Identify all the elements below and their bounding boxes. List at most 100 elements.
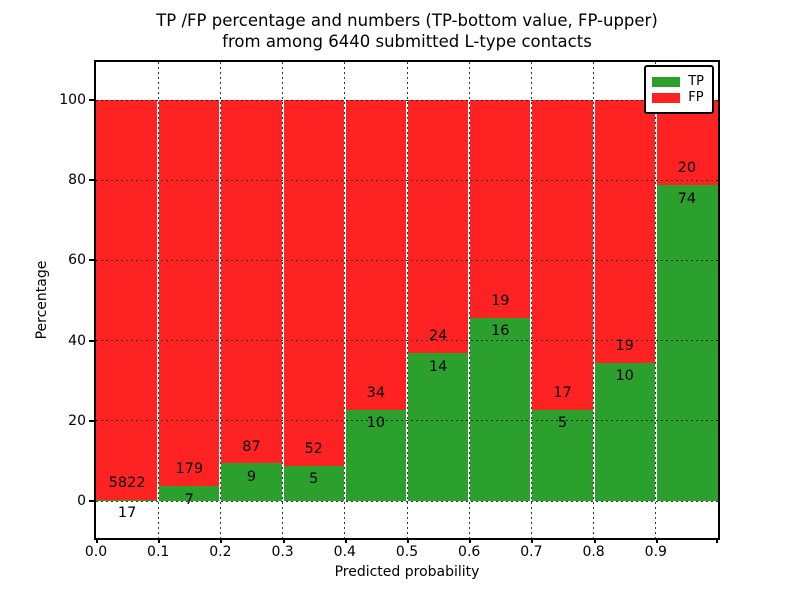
x-axis-tick	[407, 538, 409, 543]
x-axis-tick	[469, 538, 472, 543]
bar-fp-segment	[158, 100, 221, 486]
bar-fp-segment	[469, 100, 532, 318]
legend-item-fp: FP	[652, 91, 704, 104]
y-tick-label: 100	[59, 92, 86, 108]
y-tick-label: 80	[68, 172, 86, 189]
gridline-vertical	[530, 62, 532, 538]
gridline-vertical	[282, 62, 284, 538]
y-axis-tick	[89, 500, 94, 502]
y-tick-label: 0	[77, 493, 86, 509]
fp-count-label: 17	[553, 385, 572, 402]
tp-count-label: 5	[309, 471, 319, 488]
x-tick-label: 0.6	[458, 544, 481, 560]
tp-count-label: 14	[428, 358, 448, 375]
fp-count-label: 19	[615, 337, 634, 354]
tp-count-label: 10	[615, 368, 634, 385]
bar-fp-segment	[531, 100, 594, 410]
y-axis-tick	[89, 339, 94, 342]
x-tick-label: 0.2	[209, 544, 232, 560]
fp-count-label: 19	[491, 292, 510, 309]
tp-count-label: 10	[366, 415, 386, 432]
x-axis-tick	[655, 538, 658, 543]
bar-tp-segment	[96, 499, 159, 501]
bar-fp-segment	[282, 100, 345, 466]
x-tick-label: 0.0	[84, 544, 108, 560]
tp-count-label: 16	[491, 323, 510, 340]
gridline-vertical	[655, 62, 657, 538]
fp-count-label: 5822	[108, 474, 146, 491]
y-axis-tick	[89, 99, 94, 101]
x-tick-label: 0.1	[147, 544, 170, 560]
bar-fp-segment	[407, 100, 470, 354]
y-tick-label: 60	[68, 252, 86, 269]
bar-tp-segment	[158, 485, 221, 501]
x-axis-tick	[158, 538, 161, 543]
tp-count-label: 7	[184, 491, 194, 508]
gridline-vertical	[344, 62, 346, 538]
chart-title-line-1: TP /FP percentage and numbers (TP-bottom…	[156, 11, 658, 30]
gridline-vertical	[406, 62, 408, 538]
gridline-vertical	[593, 62, 595, 538]
bar-tp-segment	[531, 409, 594, 501]
x-axis-tick	[593, 538, 596, 543]
x-tick-label: 0.5	[395, 544, 419, 560]
fp-count-label: 179	[175, 461, 204, 478]
x-axis-tick	[344, 538, 347, 543]
y-tick-label: 20	[68, 412, 86, 429]
x-axis-tick	[531, 538, 534, 543]
fp-count-label: 34	[366, 385, 386, 402]
bar-fp-segment	[593, 100, 656, 363]
legend-label: FP	[688, 90, 704, 105]
x-axis-tick	[220, 538, 223, 543]
bar-tp-segment	[407, 353, 470, 501]
tp-count-label: 17	[117, 505, 137, 522]
legend-swatch-tp	[652, 76, 681, 87]
x-tick-label: 0.8	[582, 544, 605, 560]
bar-fp-segment	[96, 100, 159, 500]
x-tick-label: 0.9	[644, 544, 667, 560]
fp-count-label: 87	[242, 438, 261, 455]
y-axis-label: Percentage	[34, 260, 50, 340]
x-axis-tick	[716, 538, 718, 543]
chart-title-line-2: from among 6440 submitted L-type contact…	[222, 32, 592, 51]
legend-swatch-fp	[652, 92, 681, 103]
bar-tp-segment	[282, 465, 345, 501]
gridline-vertical	[219, 62, 221, 538]
tp-count-label: 9	[246, 469, 257, 486]
x-tick-label: 0.7	[520, 544, 543, 560]
chart-title: TP /FP percentage and numbers (TP-bottom…	[96, 10, 718, 52]
tp-count-label: 5	[557, 415, 568, 432]
fp-count-label: 20	[677, 160, 697, 177]
bar-tp-segment	[469, 317, 532, 501]
bar-tp-segment	[344, 409, 407, 501]
plot-area: TP FP 5822 17 179 7 87 9 52 5 34 10 24 14 19 16 17 5 19 10…	[59, 60, 720, 560]
fp-count-label: 52	[304, 440, 323, 457]
gridline-horizontal	[96, 340, 718, 342]
x-axis-label: Predicted probability	[334, 564, 480, 580]
bar-tp-segment	[655, 185, 718, 501]
gridline-vertical	[157, 62, 159, 538]
x-axis-tick	[96, 538, 98, 543]
gridline-vertical	[468, 62, 470, 538]
legend-label: TP	[688, 74, 704, 89]
gridline-horizontal	[96, 420, 718, 422]
tp-count-label: 74	[677, 190, 697, 207]
y-axis-tick	[89, 419, 94, 422]
gridline-horizontal	[96, 500, 718, 502]
legend: TP FP	[644, 65, 714, 114]
y-tick-label: 40	[68, 332, 86, 349]
gridline-horizontal	[96, 259, 718, 261]
bar-fp-segment	[655, 100, 718, 186]
legend-item-tp: TP	[652, 75, 704, 88]
fp-count-label: 24	[428, 328, 448, 345]
x-tick-label: 0.3	[271, 544, 294, 560]
bar-tp-segment	[220, 463, 283, 501]
bar-fp-segment	[344, 100, 407, 410]
x-axis-tick	[282, 538, 285, 543]
x-tick-label: 0.4	[333, 544, 356, 560]
y-axis-tick	[89, 259, 94, 262]
bar-fp-segment	[220, 100, 283, 464]
gridline-horizontal	[96, 179, 718, 181]
gridline-horizontal	[96, 99, 718, 101]
